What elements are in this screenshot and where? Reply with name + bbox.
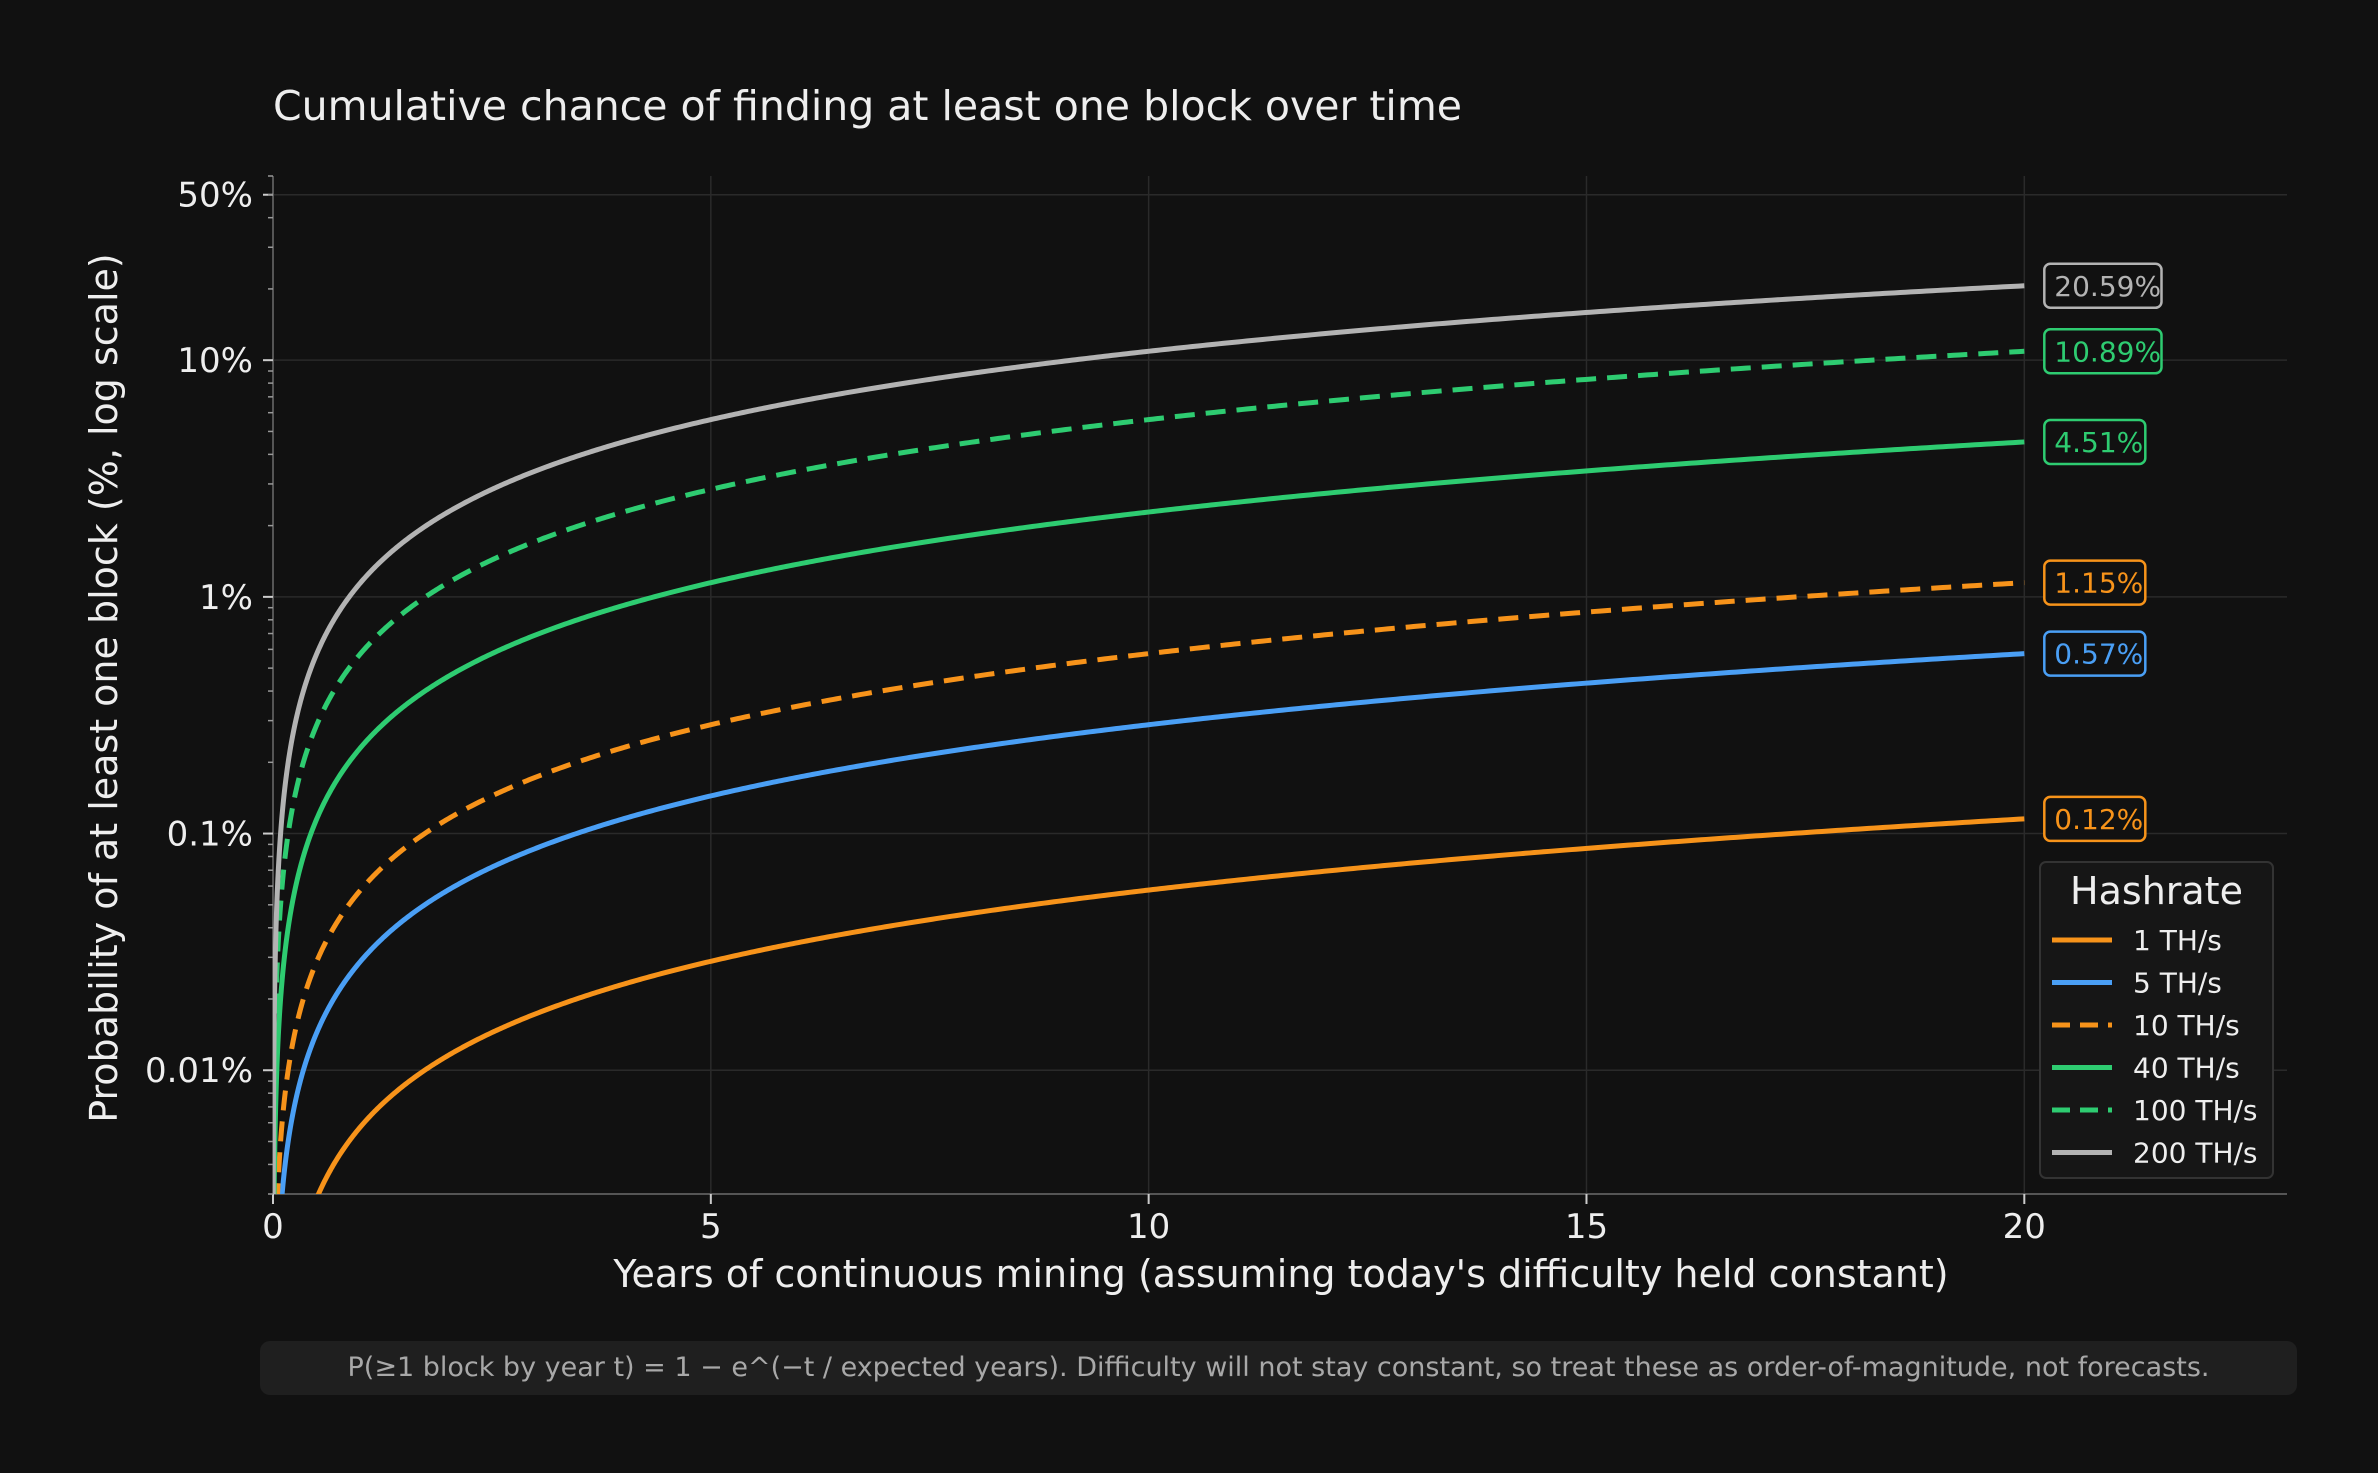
footnote: P(≥1 block by year t) = 1 − e^(−t / expe…	[260, 1341, 2297, 1395]
x-tick-label: 0	[262, 1207, 284, 1247]
legend-label: 10 TH/s	[2133, 1009, 2240, 1042]
legend-entry: 10 TH/s	[2052, 1009, 2240, 1042]
x-tick-label: 10	[1127, 1207, 1170, 1247]
x-axis-label: Years of continuous mining (assuming tod…	[612, 1252, 1948, 1296]
y-tick-label: 10%	[177, 341, 253, 381]
end-label: 0.57%	[2043, 630, 2147, 677]
x-tick-label: 15	[1565, 1207, 1608, 1247]
end-label: 4.51%	[2043, 418, 2147, 466]
x-tick-label: 20	[2003, 1207, 2046, 1247]
series-line	[315, 816, 2025, 1194]
end-label: 1.15%	[2043, 559, 2147, 606]
chart-title: Cumulative chance of finding at least on…	[273, 82, 1462, 130]
x-tick-label: 5	[700, 1207, 722, 1247]
y-tick-label: 1%	[199, 578, 253, 618]
end-label-text: 0.12%	[2054, 803, 2143, 836]
y-tick-label: 50%	[177, 176, 253, 216]
legend-entry: 1 TH/s	[2052, 924, 2222, 957]
end-label: 10.89%	[2043, 328, 2163, 375]
end-value-labels: 0.12% 0.57% 1.15% 4.51% 10.89% 20.59%	[2043, 262, 2163, 843]
end-label-text: 20.59%	[2054, 270, 2161, 303]
series-line	[273, 439, 2025, 1194]
y-axis-label: Probability of at least one block (%, lo…	[82, 253, 126, 1122]
legend-label: 200 TH/s	[2133, 1137, 2258, 1170]
series-line	[273, 283, 2025, 1194]
end-label: 0.12%	[2043, 795, 2147, 843]
legend-label: 40 TH/s	[2133, 1052, 2240, 1085]
legend-entry: 5 TH/s	[2052, 967, 2222, 1000]
series-line	[273, 348, 2025, 1194]
legend-entry: 40 TH/s	[2052, 1052, 2240, 1085]
end-label-text: 1.15%	[2054, 567, 2143, 600]
gridlines	[272, 176, 2287, 1194]
axes: 0 5 10 15 20 0.01% 0.1% 1% 10% 50%	[145, 175, 2287, 1247]
end-label: 20.59%	[2043, 262, 2163, 310]
end-label-text: 0.57%	[2054, 638, 2143, 671]
legend-label: 5 TH/s	[2133, 967, 2222, 1000]
legend-entry: 200 TH/s	[2052, 1137, 2258, 1170]
y-tick-label: 0.01%	[145, 1051, 253, 1091]
end-label-text: 10.89%	[2054, 335, 2161, 368]
legend: Hashrate 1 TH/s 5 TH/s 10 TH/s 40 TH/s 100 TH…	[2039, 861, 2274, 1179]
legend-label: 100 TH/s	[2133, 1094, 2258, 1127]
end-label-text: 4.51%	[2054, 426, 2143, 459]
series-line	[275, 580, 2025, 1194]
legend-title: Hashrate	[2070, 869, 2243, 913]
legend-entry: 100 TH/s	[2052, 1094, 2258, 1127]
series-line	[279, 651, 2025, 1194]
legend-label: 1 TH/s	[2133, 924, 2222, 957]
series-lines	[273, 283, 2025, 1194]
y-tick-label: 0.1%	[167, 815, 253, 855]
